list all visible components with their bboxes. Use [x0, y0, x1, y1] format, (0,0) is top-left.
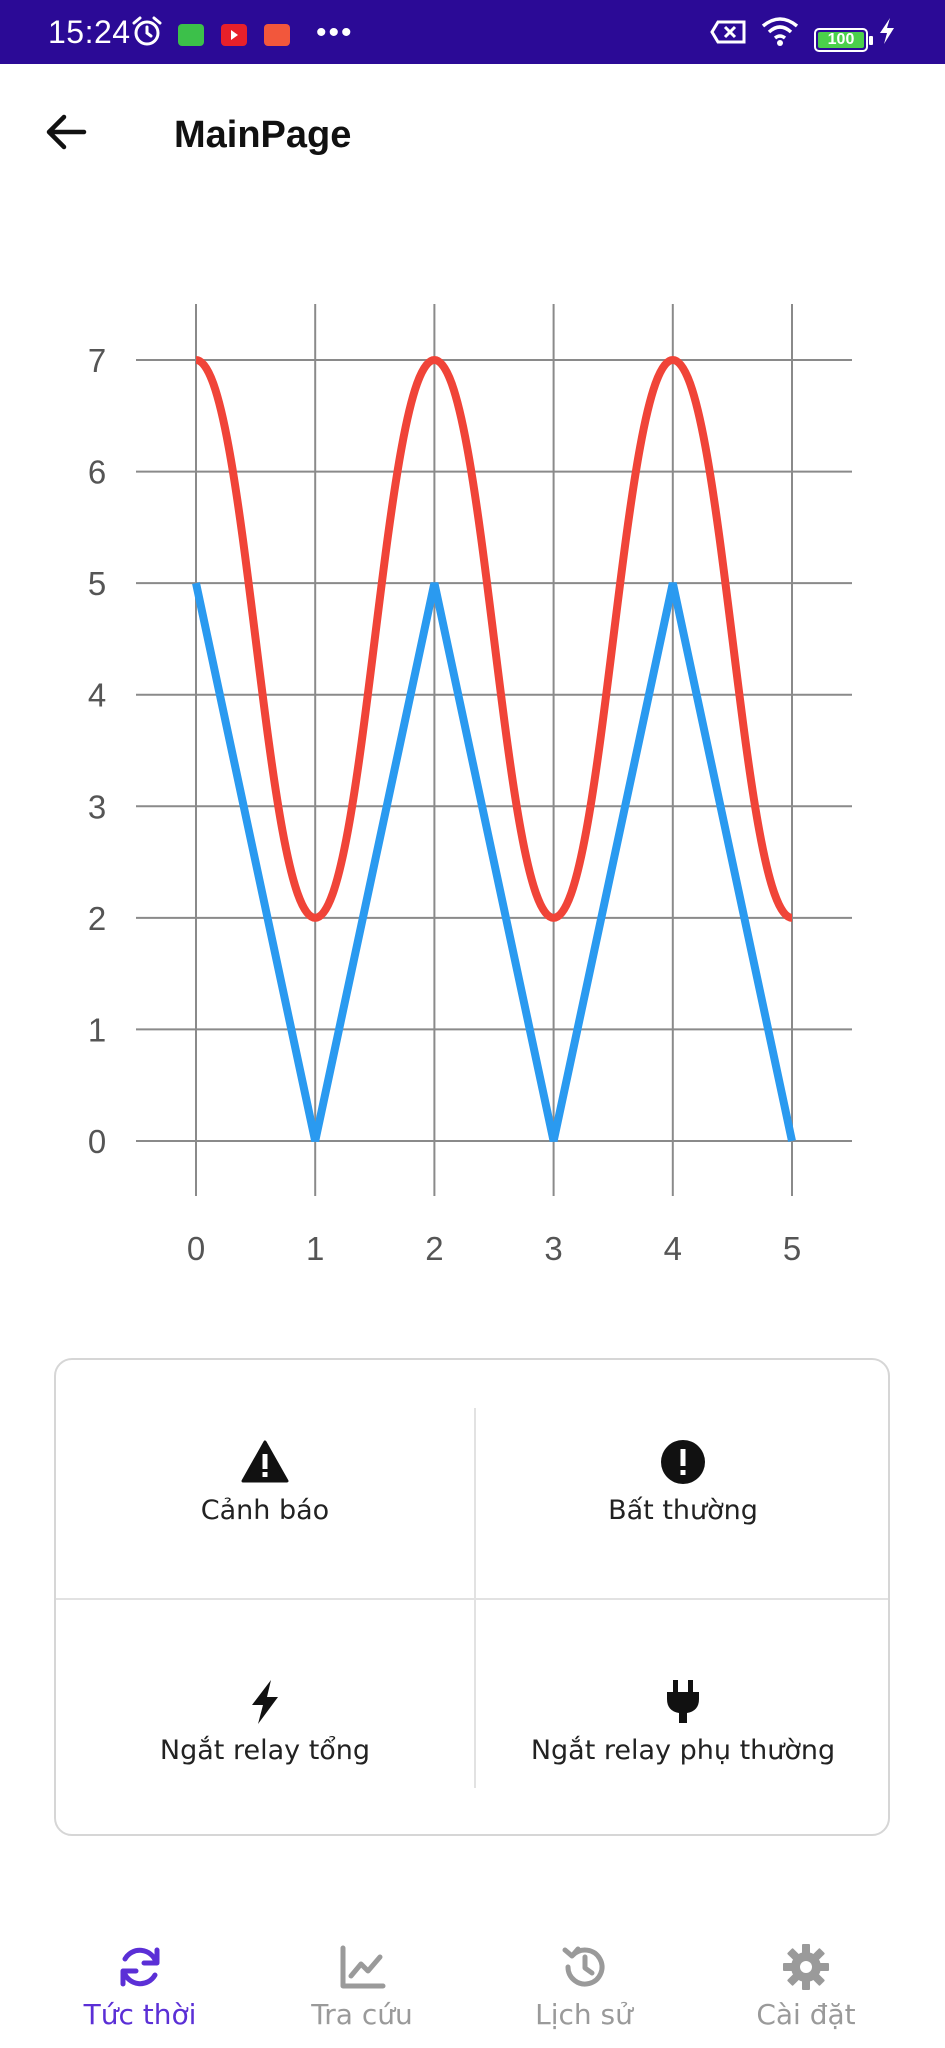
- history-icon: [562, 1946, 605, 1987]
- status-time: 15:24: [48, 14, 131, 50]
- sim-off-icon: [710, 20, 746, 44]
- warning-button[interactable]: Cảnh báo: [56, 1360, 474, 1598]
- battery-level: 100: [827, 31, 855, 48]
- line-chart-icon: [340, 1945, 386, 1989]
- y-tick-label: 3: [88, 788, 106, 825]
- app-bar: MainPage: [0, 64, 945, 204]
- y-tick-label: 0: [88, 1123, 106, 1160]
- y-tick-label: 6: [88, 454, 106, 491]
- action-grid-card: Cảnh báo Bất thường Ngắt relay tổng Ngắt…: [54, 1358, 890, 1836]
- nav-item-history[interactable]: Lịch sử: [466, 1912, 702, 2048]
- lightning-icon: [252, 1679, 278, 1724]
- status-bar: 15:24 ••• 100: [0, 0, 945, 64]
- series-line-1: [192, 582, 796, 1142]
- action-label: Ngắt relay phụ thường: [530, 1734, 836, 1766]
- shopee-icon: [264, 24, 290, 46]
- wifi-icon: [761, 17, 799, 46]
- cut-main-relay-button[interactable]: Ngắt relay tổng: [56, 1600, 474, 1838]
- abnormal-button[interactable]: Bất thường: [474, 1360, 892, 1598]
- nav-label: Tức thời: [83, 1998, 197, 2031]
- cut-sub-relay-button[interactable]: Ngắt relay phụ thường: [474, 1600, 892, 1838]
- refresh-icon: [120, 1947, 160, 1987]
- more-icon: •••: [316, 16, 354, 49]
- y-tick-label: 7: [88, 342, 106, 379]
- nav-item-settings[interactable]: Cài đặt: [688, 1912, 924, 2048]
- line-chart: 0 1 2 3 4 5 6 7 0 1 2 3 4 5: [88, 304, 852, 1267]
- x-tick-label: 0: [187, 1230, 205, 1267]
- nav-item-lookup[interactable]: Tra cứu: [244, 1912, 480, 2048]
- y-tick-label: 1: [88, 1011, 106, 1048]
- action-label: Cảnh báo: [200, 1494, 330, 1526]
- x-tick-label: 3: [544, 1230, 562, 1267]
- nav-label: Tra cứu: [311, 1998, 413, 2031]
- plug-icon: [667, 1679, 699, 1723]
- nav-label: Cài đặt: [756, 1998, 856, 2031]
- y-tick-label: 2: [88, 900, 106, 937]
- exclamation-circle-icon: [661, 1439, 705, 1484]
- wechat-icon: [178, 24, 204, 46]
- divider-horizontal: [56, 1598, 888, 1600]
- nav-item-realtime[interactable]: Tức thời: [22, 1912, 258, 2048]
- action-label: Ngắt relay tổng: [159, 1734, 371, 1766]
- action-label: Bất thường: [608, 1494, 758, 1526]
- y-tick-label: 5: [88, 565, 106, 602]
- series-line-0: [194, 355, 794, 922]
- x-tick-label: 1: [306, 1230, 324, 1267]
- x-tick-label: 2: [425, 1230, 443, 1267]
- warning-icon: [241, 1440, 289, 1482]
- youtube-icon: [221, 24, 247, 46]
- nav-label: Lịch sử: [535, 1998, 633, 2031]
- y-tick-label: 4: [88, 677, 106, 714]
- page-title: MainPage: [174, 114, 352, 156]
- x-tick-label: 5: [783, 1230, 801, 1267]
- arrow-left-icon[interactable]: [40, 104, 96, 160]
- x-tick-label: 4: [664, 1230, 682, 1267]
- bottom-navigation: Tức thời Tra cứu Lịch sử: [0, 1912, 945, 2048]
- alarm-icon: [132, 16, 162, 46]
- charging-icon: [880, 18, 894, 44]
- gear-icon: [783, 1944, 829, 1990]
- battery-icon: 100: [814, 28, 873, 52]
